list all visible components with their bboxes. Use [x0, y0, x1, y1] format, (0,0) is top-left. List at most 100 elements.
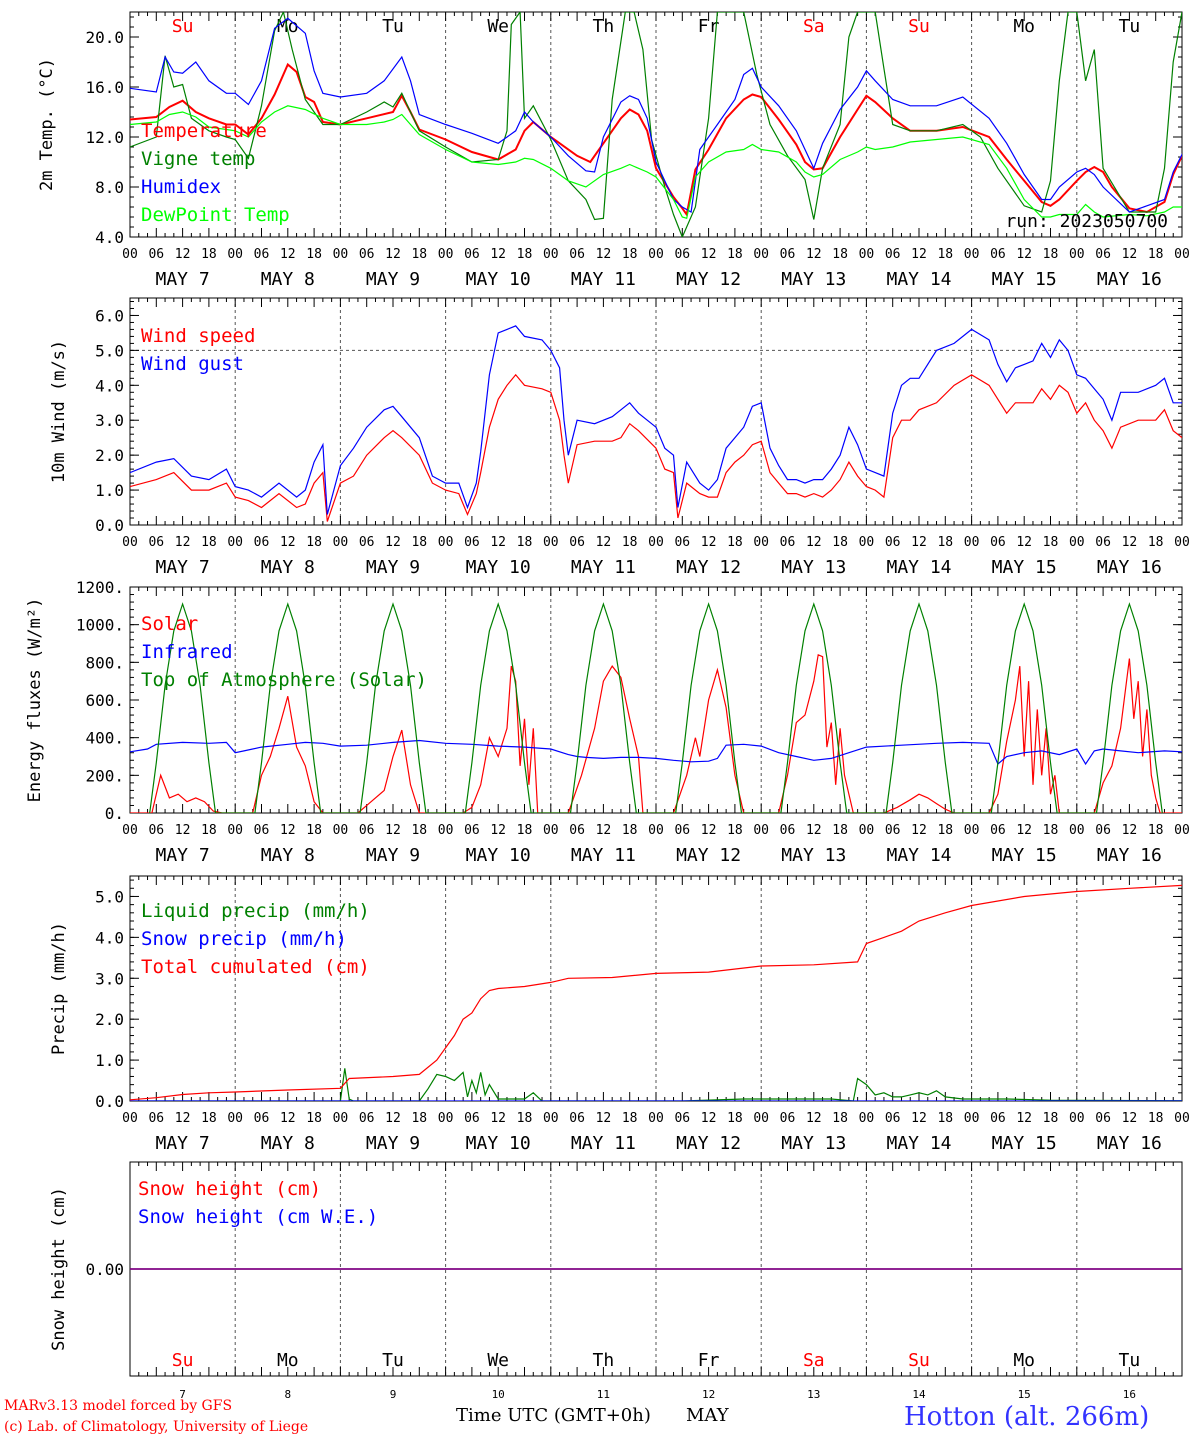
weekday-label: Mo: [1013, 16, 1035, 37]
x-tick-label: 00: [438, 247, 454, 262]
date-label: MAY 16: [1097, 269, 1162, 290]
x-tick-label: 12: [911, 535, 927, 550]
weekday-label: Tu: [382, 1350, 404, 1371]
y-tick-label: 1000.: [76, 616, 124, 635]
x-tick-label: 18: [411, 535, 427, 550]
date-label: MAY 16: [1097, 1133, 1162, 1154]
x-tick-label: 00: [753, 247, 769, 262]
date-label: MAY 7: [156, 269, 210, 290]
date-number-label: 7: [179, 1388, 186, 1401]
x-tick-label: 06: [569, 1111, 585, 1126]
series-line: [130, 105, 1182, 220]
date-label: MAY 10: [466, 845, 531, 866]
legend-entry: Liquid precip (mm/h): [141, 900, 370, 922]
date-label: MAY 10: [466, 557, 531, 578]
y-tick-label: 8.0: [95, 178, 124, 197]
x-tick-label: 00: [333, 247, 349, 262]
x-tick-label: 06: [464, 247, 480, 262]
date-number-label: 8: [284, 1388, 291, 1401]
x-tick-label: 06: [148, 823, 164, 838]
y-tick-label: 0.0: [95, 1092, 124, 1111]
date-number-label: 15: [1018, 1388, 1031, 1401]
legend-entry: Vigne temp: [141, 148, 255, 170]
weekday-label: Su: [172, 16, 194, 37]
x-tick-label: 18: [201, 535, 217, 550]
x-tick-label: 00: [1174, 535, 1190, 550]
x-tick-label: 00: [227, 1111, 243, 1126]
series-line: [130, 884, 1182, 1101]
panel-temperature: 4.0 8.0 12.0 16.0 20.0 2m Temp. (°C) 00 06 12 18 0…: [37, 11, 1190, 290]
legend-entry: Wind speed: [141, 325, 255, 347]
credit-line-2: (c) Lab. of Climatology, University of L…: [4, 1419, 309, 1435]
weekday-label: Mo: [277, 16, 299, 37]
x-tick-label: 18: [306, 1111, 322, 1126]
x-axis-label: Time UTC (GMT+0h): [456, 1405, 651, 1426]
x-tick-label: 06: [464, 823, 480, 838]
x-tick-label: 18: [622, 247, 638, 262]
date-label: MAY 13: [781, 269, 846, 290]
x-tick-label: 00: [333, 823, 349, 838]
x-tick-label: 06: [990, 535, 1006, 550]
y-tick-label: 1.0: [95, 1051, 124, 1070]
x-tick-label: 12: [280, 1111, 296, 1126]
panel-energy: 0. 200. 400. 600. 800. 1000. 1200. Energy fluxe…: [25, 578, 1190, 866]
x-tick-label: 00: [648, 535, 664, 550]
date-number-label: 10: [492, 1388, 505, 1401]
x-axis-month: MAY: [686, 1405, 729, 1426]
x-tick-label: 00: [1174, 823, 1190, 838]
x-tick-label: 06: [359, 247, 375, 262]
x-tick-label: 00: [648, 1111, 664, 1126]
x-tick-label: 00: [333, 535, 349, 550]
x-tick-label: 12: [280, 247, 296, 262]
x-tick-label: 06: [254, 247, 270, 262]
legend-entry: Top of Atmosphere (Solar): [141, 669, 427, 691]
x-tick-label: 06: [780, 1111, 796, 1126]
series-line: [130, 17, 1182, 213]
x-tick-label: 06: [674, 247, 690, 262]
x-tick-label: 06: [569, 535, 585, 550]
x-tick-label: 18: [1148, 1111, 1164, 1126]
x-tick-label: 12: [385, 1111, 401, 1126]
date-label: MAY 8: [261, 1133, 315, 1154]
x-tick-label: 12: [280, 535, 296, 550]
legend-entry: Wind gust: [141, 353, 244, 375]
x-tick-label: 12: [1122, 823, 1138, 838]
x-tick-label: 06: [254, 535, 270, 550]
station-name: Hotton (alt. 266m): [904, 1402, 1150, 1432]
x-tick-label: 18: [306, 535, 322, 550]
x-tick-label: 12: [1122, 247, 1138, 262]
date-label: MAY 11: [571, 269, 636, 290]
weekday-label: Su: [908, 1350, 930, 1371]
x-tick-label: 18: [937, 247, 953, 262]
weekday-label: We: [487, 1350, 509, 1371]
date-label: MAY 10: [466, 269, 531, 290]
x-tick-label: 00: [964, 535, 980, 550]
y-tick-label: 3.0: [95, 411, 124, 430]
x-tick-label: 12: [175, 823, 191, 838]
date-number-label: 14: [912, 1388, 926, 1401]
x-tick-label: 06: [674, 823, 690, 838]
x-tick-label: 12: [1016, 247, 1032, 262]
x-tick-label: 18: [1148, 247, 1164, 262]
x-tick-label: 12: [596, 823, 612, 838]
date-label: MAY 8: [261, 557, 315, 578]
x-tick-label: 12: [385, 823, 401, 838]
date-label: MAY 15: [992, 845, 1057, 866]
series-line: [149, 602, 1163, 813]
date-number-label: 16: [1123, 1388, 1136, 1401]
y-tick-label: 5.0: [95, 887, 124, 906]
weekday-label: Th: [593, 1350, 615, 1371]
date-label: MAY 11: [571, 845, 636, 866]
date-label: MAY 13: [781, 845, 846, 866]
x-tick-label: 06: [885, 535, 901, 550]
x-tick-label: 18: [937, 1111, 953, 1126]
date-label: MAY 14: [886, 845, 951, 866]
date-label: MAY 10: [466, 1133, 531, 1154]
x-tick-label: 00: [543, 1111, 559, 1126]
date-label: MAY 12: [676, 1133, 741, 1154]
credit-line-1: MARv3.13 model forced by GFS: [4, 1398, 233, 1414]
weekday-label: Fr: [698, 1350, 720, 1371]
x-tick-label: 06: [464, 1111, 480, 1126]
date-label: MAY 14: [886, 1133, 951, 1154]
